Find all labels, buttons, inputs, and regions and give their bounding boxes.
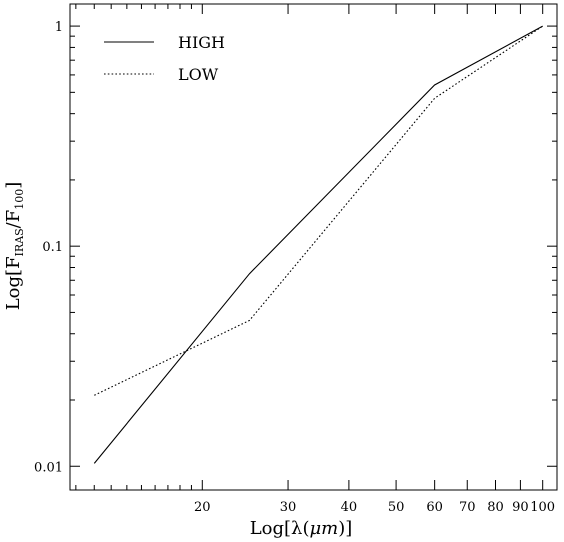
legend-label-high: HIGH xyxy=(178,33,225,52)
y-axis-title-sub: IRAS xyxy=(13,228,26,256)
x-axis-title: Log[λ(μm)] xyxy=(250,518,353,539)
x-tick-label: 30 xyxy=(280,500,297,515)
x-tick-label: 50 xyxy=(388,500,405,515)
axis-ticks xyxy=(70,4,557,490)
y-axis-title: Log[FIRAS/F100] xyxy=(3,182,26,311)
x-axis-title-prefix: Log[λ( xyxy=(250,518,310,539)
y-axis-title-sub2: 100 xyxy=(13,189,26,210)
x-tick-label: 70 xyxy=(459,500,476,515)
x-axis-title-suffix: )] xyxy=(338,518,352,539)
y-axis-title-mid: /F xyxy=(3,210,24,229)
x-tick-label: 20 xyxy=(194,500,211,515)
y-tick-label: 1 xyxy=(55,20,63,35)
legend: HIGH LOW xyxy=(104,33,225,84)
y-axis-title-suffix: ] xyxy=(3,182,24,189)
x-tick-label: 100 xyxy=(530,500,555,515)
x-tick-label: 90 xyxy=(512,500,529,515)
tick-labels: 20 30 40 50 60 70 80 90 100 0.01 0.1 1 xyxy=(34,20,555,515)
legend-label-low: LOW xyxy=(178,65,219,84)
plot-frame xyxy=(69,3,558,491)
x-tick-label: 80 xyxy=(487,500,504,515)
series-line-high xyxy=(93,25,543,464)
x-tick-label: 60 xyxy=(426,500,443,515)
x-axis-title-unit: μm xyxy=(309,518,338,539)
x-tick-label: 40 xyxy=(341,500,358,515)
plot-area-border xyxy=(69,3,558,491)
y-tick-label: 0.1 xyxy=(42,240,63,255)
series-line-low xyxy=(94,25,544,396)
y-axis-title-prefix: Log[F xyxy=(3,256,24,310)
series-lines xyxy=(93,25,544,464)
y-tick-label: 0.01 xyxy=(34,460,63,475)
